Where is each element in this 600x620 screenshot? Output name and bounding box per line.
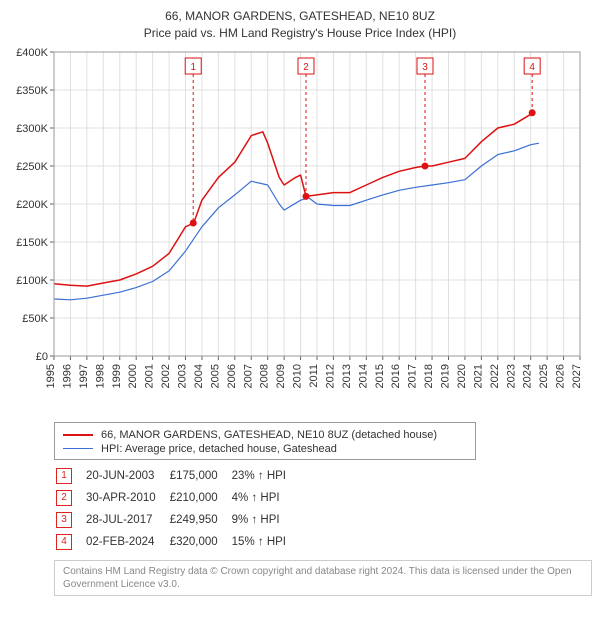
svg-text:£350K: £350K (16, 85, 48, 97)
license-text: Contains HM Land Registry data © Crown c… (54, 560, 592, 596)
svg-text:2005: 2005 (209, 364, 221, 388)
tx-date: 20-JUN-2003 (86, 466, 168, 486)
svg-text:2025: 2025 (538, 364, 550, 388)
marker-badge: 4 (56, 534, 72, 550)
svg-text:2023: 2023 (505, 364, 517, 388)
tx-date: 30-APR-2010 (86, 488, 168, 508)
svg-text:£200K: £200K (16, 199, 48, 211)
legend-label: 66, MANOR GARDENS, GATESHEAD, NE10 8UZ (… (101, 429, 437, 441)
chart-svg: £0 £50K £100K £150K £200K £250K £300K £350K £400… (10, 46, 590, 416)
svg-text:2021: 2021 (472, 364, 484, 388)
svg-text:2000: 2000 (127, 364, 139, 388)
marker-badge: 1 (56, 468, 72, 484)
svg-text:2: 2 (303, 62, 309, 73)
svg-text:1997: 1997 (78, 364, 90, 388)
tx-price: £249,950 (170, 510, 230, 530)
svg-text:1996: 1996 (61, 364, 73, 388)
svg-text:2026: 2026 (555, 364, 567, 388)
svg-text:2017: 2017 (407, 364, 419, 388)
tx-date: 28-JUL-2017 (86, 510, 168, 530)
svg-text:2001: 2001 (144, 364, 156, 388)
table-row: 4 02-FEB-2024£320,00015% ↑ HPI (56, 532, 298, 552)
svg-text:1998: 1998 (94, 364, 106, 388)
svg-text:£100K: £100K (16, 275, 48, 287)
svg-text:£0: £0 (36, 351, 48, 363)
svg-text:2016: 2016 (390, 364, 402, 388)
svg-text:2007: 2007 (242, 364, 254, 388)
svg-text:2015: 2015 (374, 364, 386, 388)
tx-date: 02-FEB-2024 (86, 532, 168, 552)
svg-text:2020: 2020 (456, 364, 468, 388)
svg-text:2012: 2012 (324, 364, 336, 388)
title-line-1: 66, MANOR GARDENS, GATESHEAD, NE10 8UZ (10, 8, 590, 25)
svg-text:£300K: £300K (16, 123, 48, 135)
tx-delta: 23% ↑ HPI (232, 466, 298, 486)
tx-delta: 15% ↑ HPI (232, 532, 298, 552)
tx-delta: 4% ↑ HPI (232, 488, 298, 508)
tx-price: £320,000 (170, 532, 230, 552)
svg-text:2002: 2002 (160, 364, 172, 388)
svg-text:2006: 2006 (226, 364, 238, 388)
svg-text:2024: 2024 (522, 364, 534, 388)
table-row: 3 28-JUL-2017£249,9509% ↑ HPI (56, 510, 298, 530)
svg-text:4: 4 (529, 62, 535, 73)
chart-area: £0 £50K £100K £150K £200K £250K £300K £350K £400… (10, 46, 590, 416)
legend-swatch (63, 448, 93, 449)
legend: 66, MANOR GARDENS, GATESHEAD, NE10 8UZ (… (54, 422, 476, 460)
legend-item: HPI: Average price, detached house, Gate… (63, 443, 467, 455)
svg-text:1: 1 (190, 62, 196, 73)
marker-badge: 2 (56, 490, 72, 506)
svg-text:2009: 2009 (275, 364, 287, 388)
svg-text:3: 3 (422, 62, 428, 73)
svg-text:2022: 2022 (489, 364, 501, 388)
svg-text:2013: 2013 (341, 364, 353, 388)
svg-text:£150K: £150K (16, 237, 48, 249)
legend-swatch (63, 434, 93, 436)
svg-text:2018: 2018 (423, 364, 435, 388)
tx-price: £210,000 (170, 488, 230, 508)
marker-badge: 3 (56, 512, 72, 528)
svg-text:2011: 2011 (308, 364, 320, 388)
svg-text:2008: 2008 (259, 364, 271, 388)
table-row: 1 20-JUN-2003£175,00023% ↑ HPI (56, 466, 298, 486)
title-line-2: Price paid vs. HM Land Registry's House … (10, 25, 590, 42)
transactions-table: 1 20-JUN-2003£175,00023% ↑ HPI 2 30-APR-201… (54, 464, 300, 554)
tx-price: £175,000 (170, 466, 230, 486)
svg-text:2010: 2010 (292, 364, 304, 388)
svg-text:2003: 2003 (177, 364, 189, 388)
legend-item: 66, MANOR GARDENS, GATESHEAD, NE10 8UZ (… (63, 429, 467, 441)
tx-delta: 9% ↑ HPI (232, 510, 298, 530)
svg-text:1995: 1995 (45, 364, 57, 388)
svg-text:2004: 2004 (193, 364, 205, 388)
table-row: 2 30-APR-2010£210,0004% ↑ HPI (56, 488, 298, 508)
svg-text:2027: 2027 (571, 364, 583, 388)
svg-text:£50K: £50K (22, 313, 48, 325)
svg-text:£250K: £250K (16, 161, 48, 173)
svg-text:2019: 2019 (440, 364, 452, 388)
svg-text:1999: 1999 (111, 364, 123, 388)
svg-text:£400K: £400K (16, 47, 48, 59)
legend-label: HPI: Average price, detached house, Gate… (101, 443, 337, 455)
svg-text:2014: 2014 (357, 364, 369, 388)
